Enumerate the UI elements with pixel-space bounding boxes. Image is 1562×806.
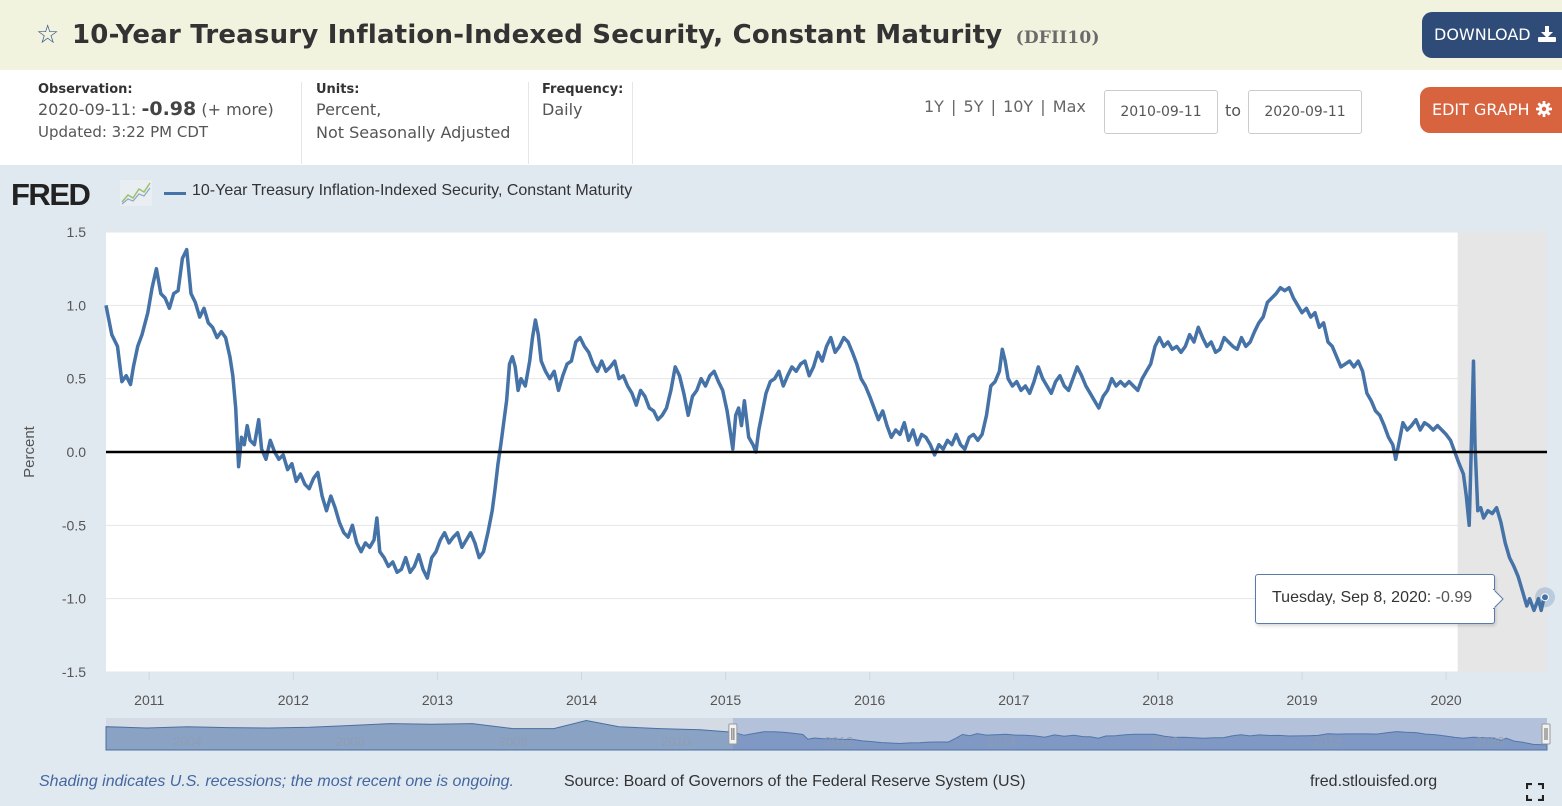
date-range-presets: 1Y | 5Y | 10Y | Max: [924, 97, 1086, 116]
range-1y[interactable]: 1Y: [924, 97, 944, 116]
y-tick-label: -1.5: [62, 664, 86, 680]
chart-tooltip: Tuesday, Sep 8, 2020: -0.99: [1255, 574, 1504, 624]
series-metadata: Observation: 2020-09-11: -0.98 (+ more) …: [0, 70, 1562, 165]
observation-label: Observation:: [38, 82, 133, 97]
updated-time: Updated: 3:22 PM CDT: [38, 123, 209, 141]
series-title: 10-Year Treasury Inflation-Indexed Secur…: [72, 20, 1003, 50]
edit-graph-label: EDIT GRAPH: [1432, 100, 1530, 119]
units-block: Units: Percent, Not Seasonally Adjusted: [316, 82, 529, 164]
tooltip-value: -0.99: [1435, 589, 1473, 606]
recession-shading-note: Shading indicates U.S. recessions; the m…: [39, 773, 514, 790]
range-10y[interactable]: 10Y: [1003, 97, 1034, 116]
x-tick-label: 2017: [998, 692, 1029, 708]
page-title: 10-Year Treasury Inflation-Indexed Secur…: [72, 18, 1100, 55]
x-tick-label: 2016: [854, 692, 885, 708]
range-5y[interactable]: 5Y: [963, 97, 984, 116]
x-tick-label: 2019: [1286, 692, 1317, 708]
data-source: Source: Board of Governors of the Federa…: [564, 773, 1026, 790]
separator: |: [990, 97, 996, 116]
edit-graph-button[interactable]: EDIT GRAPH: [1420, 87, 1562, 133]
x-tick-label: 2012: [278, 692, 309, 708]
range-max[interactable]: Max: [1052, 97, 1086, 116]
legend-label[interactable]: 10-Year Treasury Inflation-Indexed Secur…: [192, 182, 633, 199]
observation-block: Observation: 2020-09-11: -0.98 (+ more) …: [38, 82, 302, 164]
fred-logo[interactable]: FRED: [11, 177, 91, 212]
separator: |: [951, 97, 957, 116]
navigator-year-label: 2010: [661, 734, 690, 749]
series-line[interactable]: [104, 247, 1548, 613]
gear-icon: [1535, 101, 1552, 117]
line-chart[interactable]: 1.5 1.0 0.5 0.0 -0.5 -1.0 -1.5 Percent 2011 2012 2…: [0, 165, 1562, 765]
download-label: DOWNLOAD: [1434, 25, 1531, 44]
navigator-selection[interactable]: [732, 718, 1547, 750]
navigator-year-label: 2018: [1313, 734, 1342, 749]
x-tick-label: 2014: [566, 692, 597, 708]
navigator-year-label: 2016: [1150, 734, 1179, 749]
navigator-year-label: 2006: [336, 734, 365, 749]
units-line1: Percent,: [316, 100, 382, 119]
fred-logo-chart-icon: [120, 180, 152, 206]
end-date-input[interactable]: 2020-09-11: [1248, 90, 1362, 134]
navigator-year-label: 2014: [987, 734, 1016, 749]
frequency-label: Frequency:: [542, 82, 624, 97]
download-icon: [1537, 26, 1556, 42]
tooltip-pointer: [1493, 589, 1504, 609]
fullscreen-icon[interactable]: [1526, 783, 1544, 801]
y-tick-label: -1.0: [62, 591, 86, 607]
chart-container: FRED 10-Year Treasury Inflation-Indexed …: [0, 165, 1562, 806]
more-observations-link[interactable]: (+ more): [201, 100, 274, 119]
series-id: (DFII10): [1015, 28, 1100, 48]
navigator-year-label: 2008: [499, 734, 528, 749]
y-tick-label: 1.0: [67, 297, 87, 313]
fred-site-link[interactable]: fred.stlouisfed.org: [1310, 773, 1438, 790]
units-line2: Not Seasonally Adjusted: [316, 123, 511, 142]
y-tick-label: 0.0: [67, 444, 87, 460]
tooltip-date: Tuesday, Sep 8, 2020:: [1272, 589, 1432, 606]
start-date-input[interactable]: 2010-09-11: [1104, 90, 1218, 134]
x-tick-label: 2011: [134, 692, 164, 708]
navigator-right-handle[interactable]: [1541, 723, 1551, 745]
download-button[interactable]: DOWNLOAD: [1422, 12, 1562, 58]
separator: |: [1040, 97, 1046, 116]
navigator-left-handle[interactable]: [728, 723, 738, 745]
observation-date: 2020-09-11:: [38, 100, 137, 119]
page-header: ☆ 10-Year Treasury Inflation-Indexed Sec…: [0, 0, 1562, 70]
frequency-value: Daily: [542, 100, 583, 119]
handle-body[interactable]: [728, 723, 738, 745]
frequency-block: Frequency: Daily: [542, 82, 633, 164]
x-tick-label: 2013: [422, 692, 453, 708]
y-tick-label: -0.5: [62, 517, 86, 533]
observation-value: -0.98: [141, 98, 197, 120]
legend-swatch: [164, 192, 186, 195]
navigator-year-label: 2020: [1476, 734, 1505, 749]
navigator-year-label: 2012: [824, 734, 853, 749]
y-axis-label: Percent: [21, 425, 38, 478]
navigator-series: [105, 719, 1548, 751]
to-label: to: [1225, 101, 1242, 120]
x-tick-label: 2020: [1431, 692, 1462, 708]
navigator-year-label: 2004: [173, 734, 202, 749]
handle-body[interactable]: [1541, 723, 1551, 745]
x-tick-label: 2015: [710, 692, 741, 708]
hover-point: [1541, 593, 1549, 602]
units-label: Units:: [316, 82, 360, 97]
y-tick-label: 0.5: [67, 371, 87, 387]
star-outline-icon[interactable]: ☆: [36, 20, 60, 50]
y-tick-label: 1.5: [67, 224, 87, 240]
x-tick-label: 2018: [1142, 692, 1173, 708]
